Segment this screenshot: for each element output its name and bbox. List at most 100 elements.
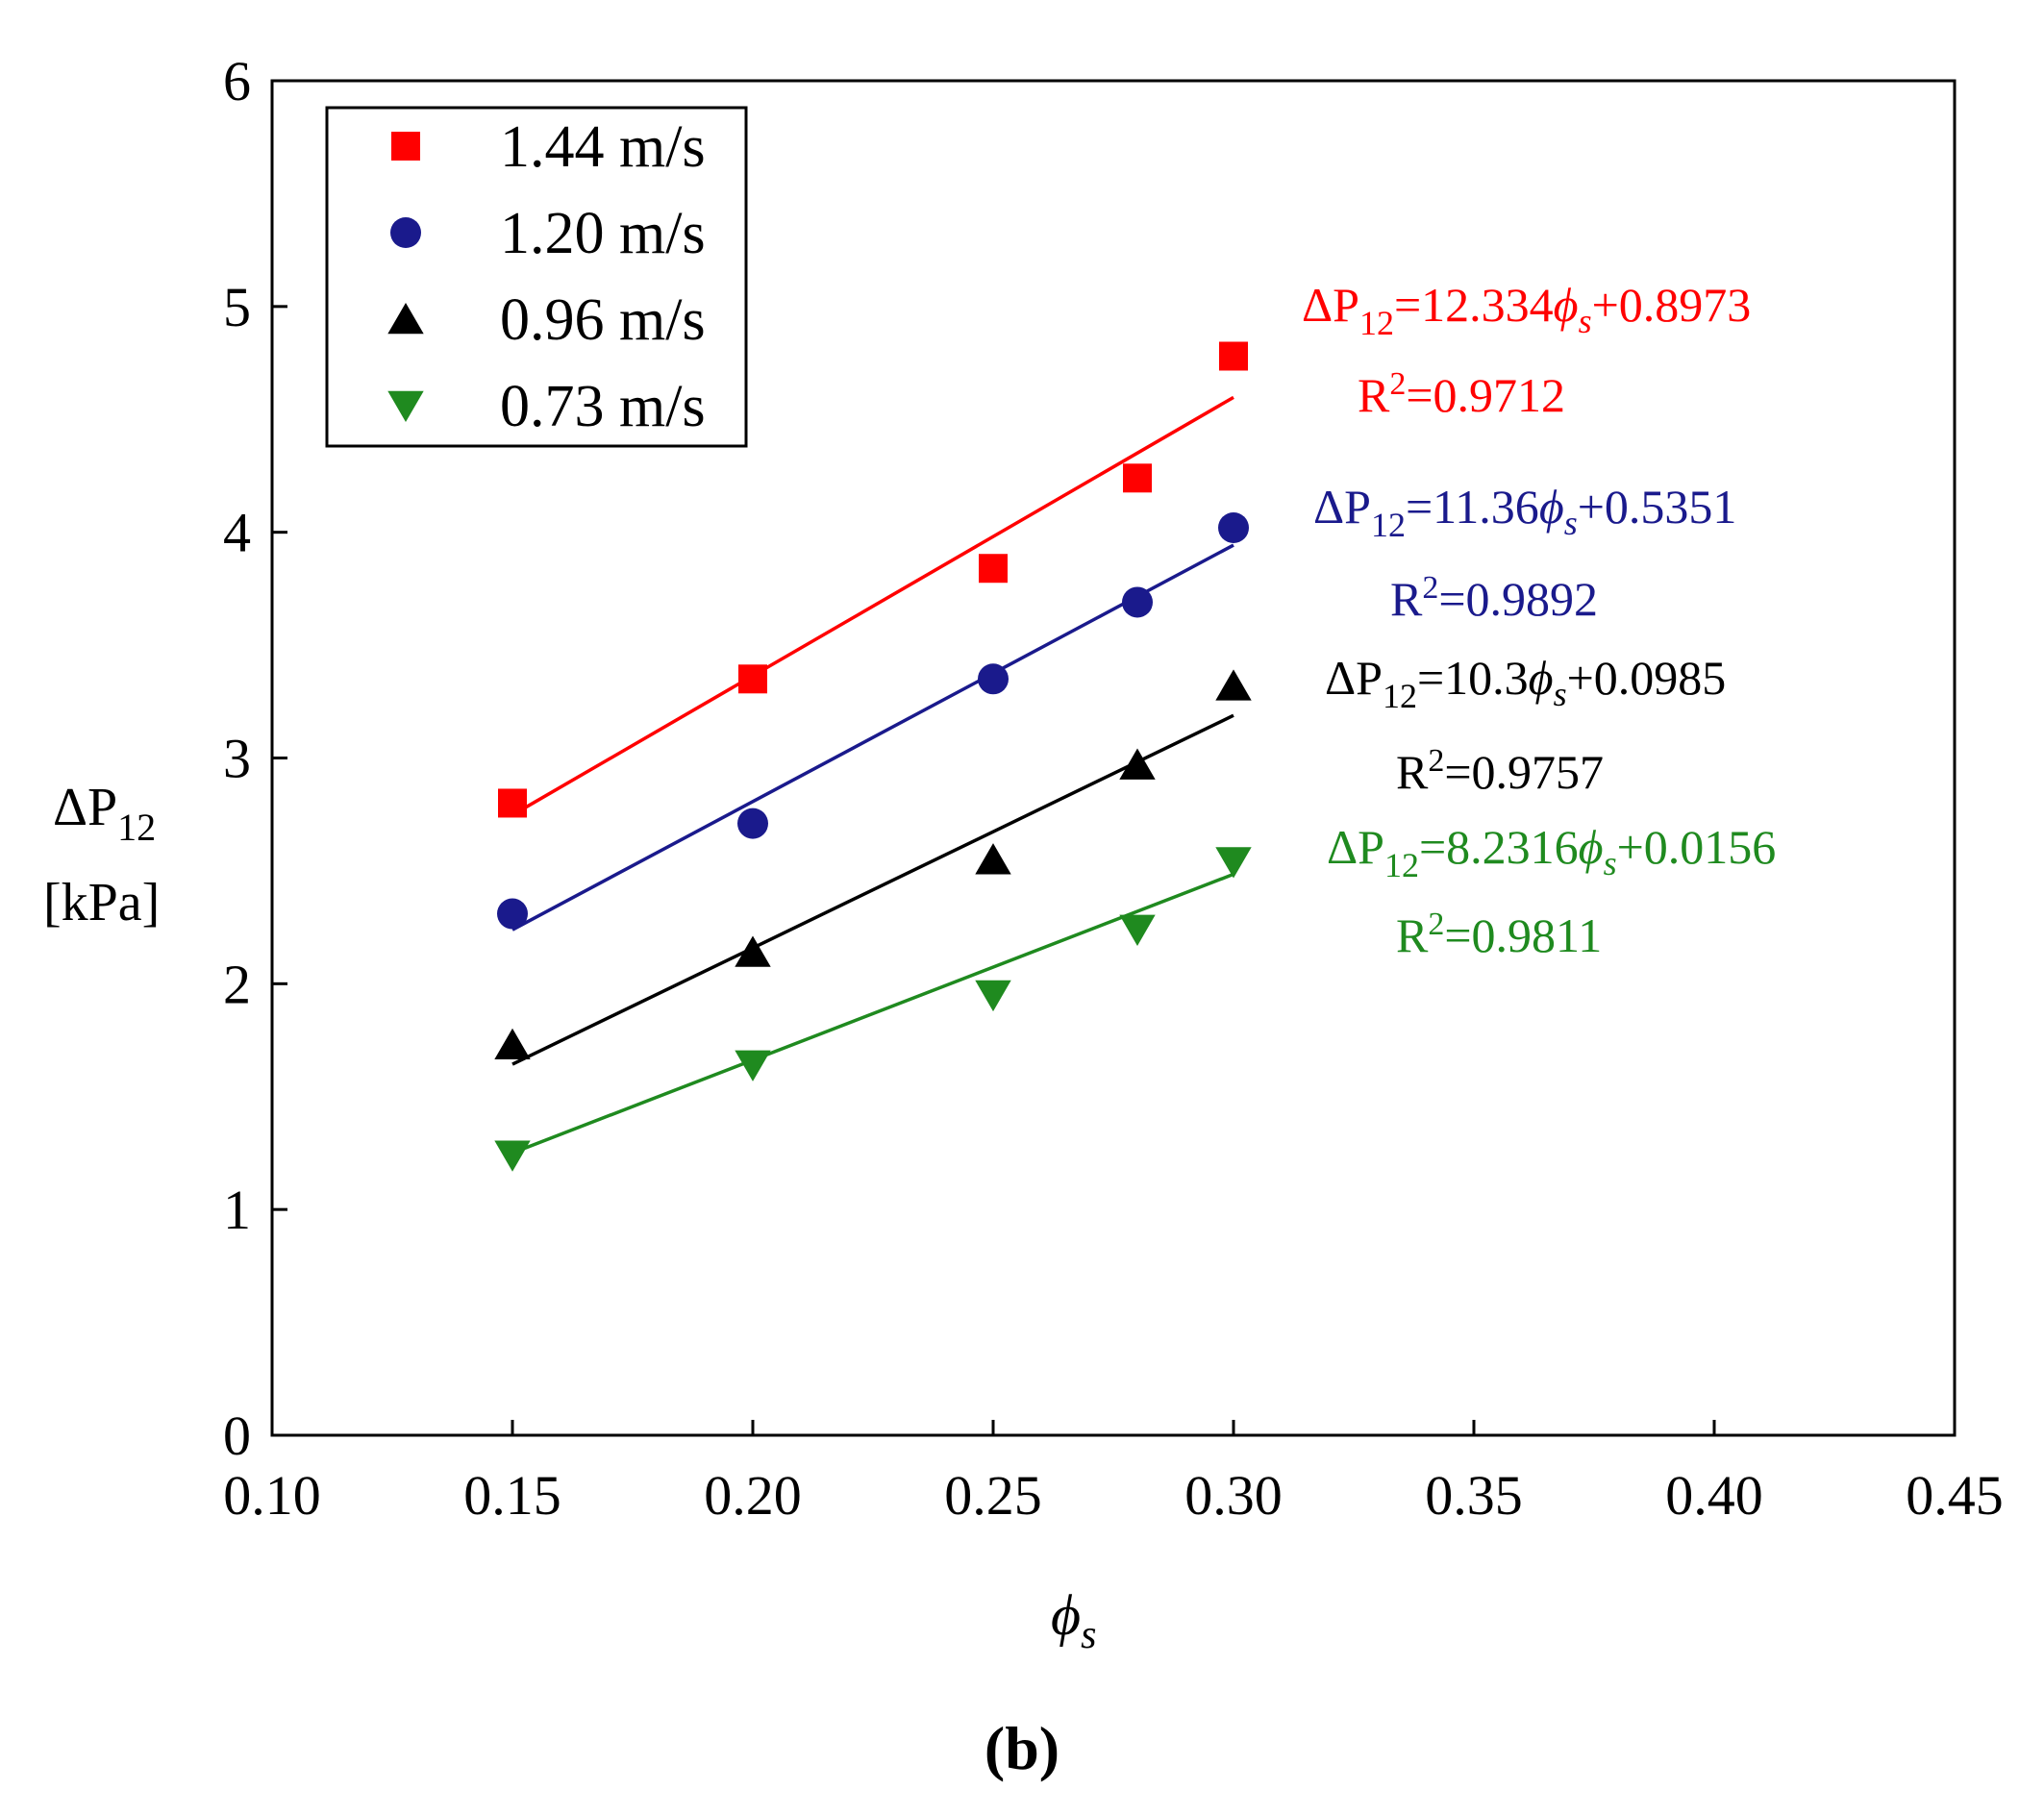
y-tick-label: 3 (223, 728, 251, 790)
x-tick-label: 0.40 (1665, 1464, 1763, 1527)
data-markers (494, 341, 1252, 1172)
x-tick-label: 0.10 (223, 1464, 321, 1527)
data-point-series2 (1215, 669, 1252, 701)
y-tick-label: 0 (223, 1404, 251, 1467)
fit-equation-part: s (1554, 675, 1567, 713)
fit-equation-part: ϕ (1554, 278, 1579, 332)
fit-equation-part: =8.2316 (1419, 820, 1579, 874)
fit-line-2 (511, 713, 1234, 1066)
data-point-series1 (978, 663, 1009, 695)
fit-r2-part: 2 (1389, 366, 1406, 402)
legend-label-0: 1.44 m/s (500, 114, 706, 180)
fit-r2-part: =0.9811 (1444, 908, 1602, 962)
y-tick-label: 1 (223, 1179, 251, 1241)
fit-equation-0: ΔP12=12.334ϕs+0.8973 (1302, 278, 1751, 342)
y-axis-label-sub: 12 (117, 806, 156, 849)
fit-r2-part: 2 (1428, 743, 1444, 779)
data-point-series1 (1218, 511, 1249, 543)
fit-equation-part: ΔP (1313, 480, 1371, 534)
legend-box (325, 106, 748, 448)
fit-r2-part: R (1396, 908, 1429, 962)
fit-equation-1: ΔP12=11.36ϕs+0.5351 (1313, 480, 1736, 544)
fit-r2-part: 2 (1428, 907, 1444, 942)
y-tick-label: 5 (223, 276, 251, 338)
x-tick-label: 0.35 (1425, 1464, 1523, 1527)
fit-equation-part: ΔP (1327, 820, 1384, 874)
data-point-series0 (738, 664, 767, 694)
fit-equation-part: 12 (1359, 304, 1394, 342)
fit-r2-2: R2=0.9757 (1396, 743, 1604, 799)
fit-equation-part: s (1564, 504, 1578, 542)
data-point-series3 (975, 980, 1011, 1012)
data-point-series0 (979, 554, 1008, 584)
data-point-series1 (1122, 586, 1153, 618)
fit-equation-part: ΔP (1302, 278, 1359, 332)
x-tick-label: 0.45 (1906, 1464, 2004, 1527)
x-tick-label: 0.30 (1184, 1464, 1283, 1527)
data-point-series0 (498, 788, 527, 818)
data-point-series1 (737, 808, 768, 839)
fit-equation-part: ϕ (1539, 480, 1564, 534)
fit-equation-3: ΔP12=8.2316ϕs+0.0156 (1327, 820, 1776, 884)
x-tick-label: 0.20 (704, 1464, 802, 1527)
legend-label-3: 0.73 m/s (500, 374, 706, 439)
fit-equation-part: +0.5351 (1578, 480, 1737, 534)
fit-r2-part: =0.9892 (1438, 572, 1598, 626)
y-axis-label-line1: ΔP12 (53, 778, 156, 849)
data-point-series2 (494, 1028, 531, 1060)
x-axis-label: ϕs (1051, 1583, 1096, 1657)
x-tick-label: 0.25 (944, 1464, 1042, 1527)
y-axis-label-line2: [kPa] (43, 873, 160, 932)
legend-marker-2 (387, 303, 424, 335)
legend-label-2: 0.96 m/s (500, 287, 706, 353)
y-axis-label-main: ΔP (53, 778, 117, 837)
x-tick-label: 0.15 (463, 1464, 561, 1527)
fit-equation-part: s (1579, 302, 1592, 340)
fit-r2-part: =0.9712 (1406, 368, 1565, 422)
legend: 1.44 m/s 1.20 m/s 0.96 m/s 0.73 m/s (387, 114, 706, 439)
fit-r2-part: =0.9757 (1444, 745, 1604, 799)
data-point-series2 (975, 843, 1011, 875)
x-axis-label-main: ϕ (1051, 1583, 1081, 1647)
data-point-series0 (1219, 341, 1248, 371)
fit-line-0 (511, 395, 1234, 817)
y-tick-label: 6 (223, 50, 251, 112)
fit-r2-part: R (1358, 368, 1390, 422)
fit-equation-part: ΔP (1325, 651, 1383, 705)
data-point-series3 (1215, 847, 1252, 879)
x-axis: 0.10 0.15 0.20 0.25 0.30 0.35 0.40 0.45 (223, 1420, 2004, 1527)
data-point-series2 (735, 935, 771, 967)
y-axis: 0 1 2 3 4 5 6 (223, 50, 287, 1467)
fit-equation-part: +0.0156 (1617, 820, 1777, 874)
fit-r2-part: 2 (1422, 570, 1438, 606)
fit-equation-part: 12 (1371, 506, 1406, 544)
legend-label-1: 1.20 m/s (500, 201, 706, 266)
data-point-series2 (1119, 748, 1156, 780)
fit-equation-part: =12.334 (1394, 278, 1554, 332)
fit-r2-1: R2=0.9892 (1390, 570, 1598, 626)
fit-r2-3: R2=0.9811 (1396, 907, 1602, 962)
data-point-series3 (1119, 914, 1156, 946)
panel-label: (b) (985, 1714, 1059, 1782)
fit-equation-part: +0.8973 (1592, 278, 1752, 332)
x-axis-label-sub: s (1081, 1613, 1096, 1657)
data-point-series3 (735, 1050, 771, 1081)
fit-equation-part: s (1604, 844, 1617, 882)
legend-marker-0 (391, 132, 420, 161)
fit-r2-part: R (1396, 745, 1429, 799)
fit-equation-part: 12 (1383, 677, 1417, 715)
fit-equations: ΔP12=12.334ϕs+0.8973R2=0.9712ΔP12=11.36ϕ… (1302, 278, 1776, 962)
legend-marker-3 (387, 390, 424, 422)
fit-r2-0: R2=0.9712 (1358, 366, 1565, 422)
y-tick-label: 4 (223, 502, 251, 564)
fit-r2-part: R (1390, 572, 1423, 626)
fit-lines (511, 395, 1234, 1155)
fit-equation-2: ΔP12=10.3ϕs+0.0985 (1325, 651, 1726, 715)
data-point-series1 (497, 898, 528, 930)
legend-marker-1 (390, 217, 421, 248)
fit-equation-part: ϕ (1579, 820, 1604, 874)
data-point-series3 (494, 1140, 531, 1172)
fit-equation-part: +0.0985 (1567, 651, 1727, 705)
